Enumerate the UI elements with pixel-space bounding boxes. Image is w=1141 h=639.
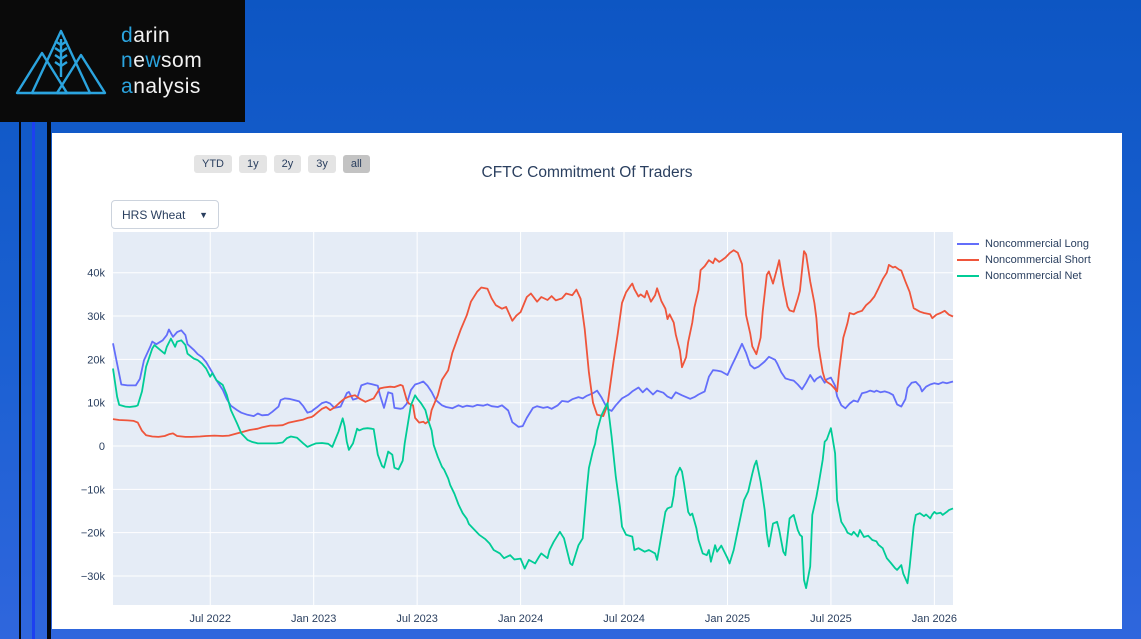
plot-area[interactable]: 40k 30k 20k 10k 0 −10k −20k −30k Jul 2022 Jan 202… xyxy=(52,133,1122,629)
legend-item-noncommercial-long[interactable]: Noncommercial Long xyxy=(957,236,1091,252)
legend-label: Noncommercial Long xyxy=(985,238,1089,250)
chart-card: YTD 1y 2y 3y all CFTC Commitment Of Traders … xyxy=(52,133,1122,629)
brand-letter: nalysis xyxy=(133,74,201,98)
legend-item-noncommercial-short[interactable]: Noncommercial Short xyxy=(957,252,1091,268)
range-button-group: YTD 1y 2y 3y all xyxy=(194,155,370,173)
brand-wordmark: darin newsom analysis xyxy=(121,23,202,100)
y-tick-label: −30k xyxy=(81,571,106,583)
x-tick-label: Jul 2022 xyxy=(189,613,231,625)
range-button-1y[interactable]: 1y xyxy=(239,155,267,173)
y-tick-label: 0 xyxy=(99,441,105,453)
series-line-noncommercial-net[interactable] xyxy=(112,337,954,590)
series-line-noncommercial-long[interactable] xyxy=(112,328,954,428)
series-line-noncommercial-short[interactable] xyxy=(112,249,954,438)
brand-letter: w xyxy=(145,49,162,73)
background-stripe xyxy=(19,0,21,639)
y-tick-label: 10k xyxy=(87,398,105,410)
legend-line-swatch xyxy=(957,275,979,277)
x-tick-label: Jan 2025 xyxy=(705,613,750,625)
mountains-wheat-icon xyxy=(15,29,107,95)
range-button-2y[interactable]: 2y xyxy=(273,155,302,173)
x-tick-label: Jan 2024 xyxy=(498,613,543,625)
y-tick-label: 30k xyxy=(87,311,105,323)
y-tick-label: −20k xyxy=(81,528,106,540)
range-button-3y[interactable]: 3y xyxy=(308,155,336,173)
brand-letter: d xyxy=(121,23,134,47)
brand-logo: darin newsom analysis xyxy=(0,0,245,122)
legend-item-noncommercial-net[interactable]: Noncommercial Net xyxy=(957,268,1091,284)
brand-letter: som xyxy=(161,49,203,73)
legend-label: Noncommercial Net xyxy=(985,270,1082,282)
chevron-down-icon: ▼ xyxy=(199,209,208,220)
y-tick-label: 40k xyxy=(87,268,105,280)
x-tick-label: Jul 2023 xyxy=(396,613,438,625)
range-button-ytd[interactable]: YTD xyxy=(194,155,232,173)
x-tick-label: Jul 2024 xyxy=(603,613,645,625)
background-stripe xyxy=(32,0,35,639)
background-stripe xyxy=(47,0,51,639)
brand-letter: e xyxy=(133,49,146,73)
x-tick-label: Jan 2023 xyxy=(291,613,336,625)
brand-letter: a xyxy=(121,74,134,98)
commodity-dropdown-value: HRS Wheat xyxy=(122,207,186,222)
legend: Noncommercial Long Noncommercial Short Non… xyxy=(957,236,1091,284)
chart-title: CFTC Commitment Of Traders xyxy=(481,164,693,181)
x-tick-label: Jul 2025 xyxy=(810,613,852,625)
brand-letter: arin xyxy=(133,23,171,47)
y-tick-label: 20k xyxy=(87,354,105,366)
legend-line-swatch xyxy=(957,243,979,245)
brand-letter: n xyxy=(121,49,134,73)
range-button-all[interactable]: all xyxy=(342,155,370,173)
legend-line-swatch xyxy=(957,259,979,261)
legend-label: Noncommercial Short xyxy=(985,254,1091,266)
y-tick-label: −10k xyxy=(81,484,106,496)
commodity-dropdown[interactable]: HRS Wheat ▼ xyxy=(111,200,219,229)
x-tick-label: Jan 2026 xyxy=(912,613,957,625)
plot-background xyxy=(113,232,953,605)
